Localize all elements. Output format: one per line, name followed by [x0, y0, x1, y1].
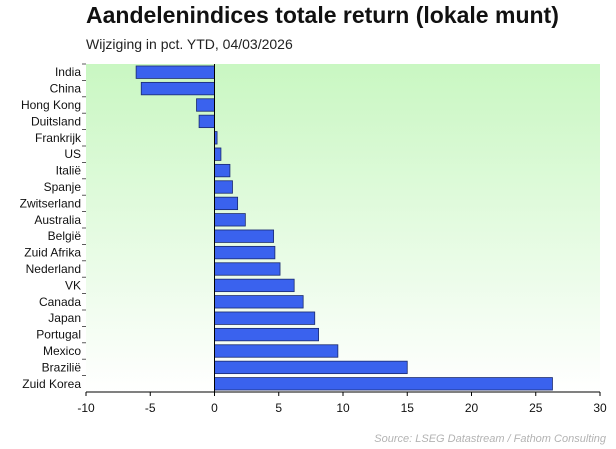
- x-tick-label: 10: [336, 401, 350, 415]
- category-label: Brazilië: [42, 360, 82, 374]
- bar: [135, 65, 215, 79]
- bar: [214, 278, 295, 293]
- chart-title: Aandelenindices totale return (lokale mu…: [86, 2, 559, 28]
- x-tick-label: 25: [529, 401, 543, 415]
- bar: [214, 163, 231, 178]
- x-tick-label: -10: [77, 401, 95, 415]
- bar: [214, 229, 275, 243]
- bar: [214, 245, 276, 260]
- bar: [214, 295, 304, 309]
- category-label: Italië: [56, 164, 82, 178]
- category-label: Spanje: [44, 180, 82, 194]
- category-label: Frankrijk: [35, 131, 82, 145]
- category-label: Zuid Korea: [22, 377, 81, 391]
- category-label: België: [48, 229, 82, 243]
- category-label: Japan: [48, 311, 81, 325]
- x-tick-label: -5: [145, 401, 156, 415]
- category-label: Hong Kong: [21, 98, 81, 112]
- bar: [214, 262, 281, 276]
- bar: [214, 344, 339, 358]
- chart-source: Source: LSEG Datastream / Fathom Consult…: [374, 433, 606, 445]
- bar: [214, 377, 553, 391]
- category-label: Australia: [34, 213, 81, 227]
- x-tick-label: 15: [401, 401, 415, 415]
- bar: [214, 327, 319, 342]
- x-tick-label: 5: [275, 401, 282, 415]
- x-tick-label: 30: [593, 401, 607, 415]
- category-label: China: [50, 82, 82, 96]
- x-tick-label: 20: [465, 401, 479, 415]
- plot-area: [86, 64, 600, 392]
- category-label: Nederland: [26, 262, 81, 276]
- category-label: Portugal: [36, 328, 81, 342]
- category-label: Canada: [39, 295, 81, 309]
- chart-subtitle: Wijziging in pct. YTD, 04/03/2026: [86, 36, 293, 52]
- bar: [214, 360, 408, 375]
- category-label: Duitsland: [31, 114, 81, 128]
- bar: [214, 311, 316, 325]
- category-label: US: [64, 147, 81, 161]
- x-tick-label: 0: [211, 401, 218, 415]
- category-label: Zuid Afrika: [24, 246, 81, 260]
- category-label: Zwitserland: [20, 196, 81, 210]
- category-label: India: [55, 65, 81, 79]
- bar: [214, 196, 239, 211]
- category-label: VK: [65, 278, 81, 292]
- bar: [196, 98, 215, 112]
- category-label: Mexico: [43, 344, 81, 358]
- bar: [214, 180, 233, 194]
- bar: [214, 213, 246, 227]
- bar: [198, 114, 215, 129]
- bar: [214, 147, 222, 161]
- bar: [140, 81, 215, 96]
